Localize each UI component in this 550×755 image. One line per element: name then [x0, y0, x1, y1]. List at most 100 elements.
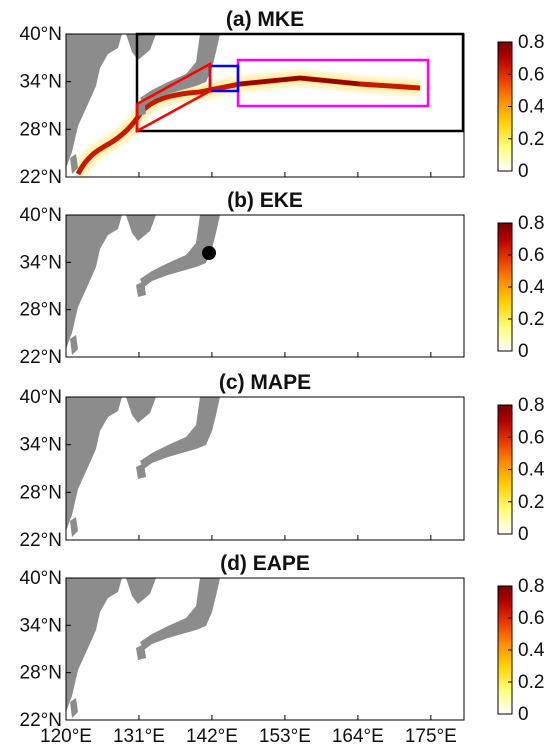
colorbar-tick-label: 0.4	[518, 97, 545, 118]
colorbar-tick-label: 0.8	[518, 576, 544, 597]
region-red	[135, 61, 212, 134]
panel-mke-frame	[65, 33, 465, 178]
x-tick-label: 131°E	[113, 726, 165, 747]
panel-mke-title: (a) MKE	[226, 8, 304, 31]
land-japan	[140, 34, 220, 106]
y-tick-label: 40°N	[20, 387, 62, 408]
eape-core-field	[180, 629, 320, 656]
panel-eke-axes: (b) EKE 40°N 34°N 28°N 22°N 0.8 0.6 0.4 0.2 0	[20, 189, 545, 368]
panel-mke-axes: (a) MKE 40°N 34°N 28°N 22°N 0.8 0.6 0.4 0.2 0	[20, 8, 545, 188]
land-mainland	[66, 34, 122, 168]
y-tick-label: 34°N	[20, 72, 62, 93]
mke-kuroshio-core	[75, 75, 421, 176]
panel-eape-background	[66, 578, 464, 720]
colorbar-tick-label: 0	[518, 341, 529, 362]
mape-south-band	[66, 497, 464, 540]
panel-mape-background	[66, 397, 464, 540]
panel-eape-land	[66, 578, 220, 718]
panel-eape-title: (d) EAPE	[220, 552, 310, 575]
land-taiwan	[70, 698, 78, 718]
colorbar-tick-label: 0.2	[518, 129, 544, 150]
y-tick-label: 34°N	[20, 435, 62, 456]
land-korea	[126, 34, 156, 60]
panel-mke-field	[66, 68, 464, 178]
y-tick-label: 28°N	[20, 482, 62, 503]
eke-marker-dot	[202, 246, 216, 260]
x-tick-label: 142°E	[186, 726, 238, 747]
panel-eape-frame	[65, 577, 465, 721]
land-taiwan	[70, 154, 78, 174]
panel-mape-title: (c) MAPE	[219, 371, 311, 394]
land-korea	[126, 215, 156, 241]
y-tick-label: 34°N	[20, 252, 62, 273]
panel-mape-field	[66, 397, 464, 540]
land-korea	[126, 397, 156, 423]
mape-north-band	[66, 397, 464, 457]
land-mainland	[66, 397, 122, 531]
colorbar-tick-label: 0.4	[518, 640, 545, 661]
panel-eke-field	[66, 215, 464, 357]
land-japan	[140, 397, 220, 469]
eke-broad-field	[180, 231, 460, 319]
y-tick-label: 40°N	[20, 24, 62, 45]
colorbar-tick-label: 0.2	[518, 492, 544, 513]
y-tick-label: 28°N	[20, 119, 62, 140]
colorbar-tick-label: 0.6	[518, 608, 544, 629]
land-taiwan	[70, 517, 78, 537]
panel-mape	[66, 397, 464, 540]
y-tick-label: 22°N	[20, 167, 62, 188]
panel-mape-axes: (c) MAPE 40°N 34°N 28°N 22°N 0.8 0.6 0.4 0.2 0	[20, 371, 545, 551]
y-tick-label: 28°N	[20, 300, 62, 321]
colorbar-tick-label: 0.4	[518, 277, 545, 298]
land-mainland	[66, 215, 122, 349]
panel-eke-background	[66, 215, 464, 357]
panel-eke	[66, 215, 464, 357]
axes-overlay: (a) MKE40°N34°N28°N22°N0.80.60.40.20(b) …	[20, 8, 545, 747]
eke-core-field	[205, 252, 400, 291]
land-kyushu	[136, 281, 146, 297]
colorbar-tick-label: 0.8	[518, 395, 544, 416]
y-tick-label: 40°N	[20, 205, 62, 226]
panel-eke-land	[66, 215, 220, 355]
x-tick-label: 120°E	[40, 726, 92, 747]
land-kyushu	[136, 644, 146, 660]
x-tick-label: 153°E	[259, 726, 311, 747]
eape-coastal-path	[78, 643, 185, 718]
land-korea	[126, 578, 156, 604]
x-tick-label: 164°E	[332, 726, 384, 747]
panel-mke	[66, 32, 465, 178]
eke-intermediate-field	[200, 244, 450, 303]
y-tick-label: 28°N	[20, 663, 62, 684]
land-mainland	[66, 578, 122, 712]
panel-mape-frame	[65, 396, 465, 541]
land-kyushu	[136, 463, 146, 479]
colorbar-tick-label: 0	[518, 704, 529, 725]
panel-eape	[66, 578, 464, 720]
land-japan	[140, 578, 220, 650]
colorbar-tick-label: 0	[518, 161, 529, 182]
colorbar-tick-label: 0.2	[518, 309, 544, 330]
x-tick-label: 175°E	[405, 726, 457, 747]
colorbar-tick-label: 0.2	[518, 672, 544, 693]
colorbar-tick-label: 0.8	[518, 213, 544, 234]
y-tick-label: 34°N	[20, 615, 62, 636]
colorbar-tick-label: 0.6	[518, 64, 544, 85]
panel-mape-land	[66, 397, 220, 537]
panel-eke-frame	[65, 214, 465, 358]
y-tick-label: 40°N	[20, 568, 62, 589]
colorbar-tick-label: 0.8	[518, 32, 544, 53]
colorbar-tick-label: 0.4	[518, 460, 545, 481]
y-tick-label: 22°N	[20, 710, 62, 731]
land-taiwan	[70, 335, 78, 355]
panel-mke-land	[66, 34, 220, 174]
panel-eape-field	[66, 578, 464, 720]
mke-extension-core	[239, 75, 361, 86]
eape-intermediate-field	[175, 624, 420, 663]
y-tick-label: 22°N	[20, 530, 62, 551]
colorbar-tick-label: 0.6	[518, 245, 544, 266]
colorbar-tick-label: 0.6	[518, 427, 544, 448]
colorbar-tick-label: 0	[518, 524, 529, 545]
land-japan	[140, 215, 220, 287]
